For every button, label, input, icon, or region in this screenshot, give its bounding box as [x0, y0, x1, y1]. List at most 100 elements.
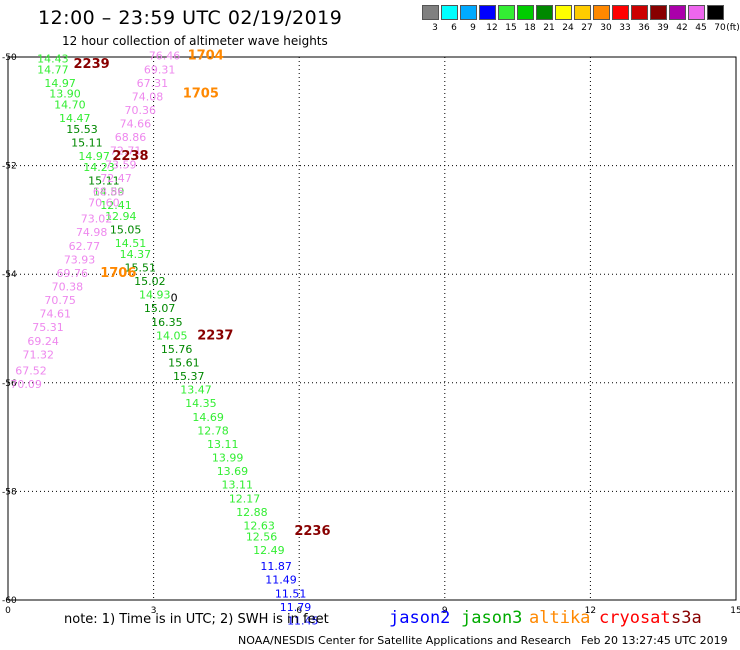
swh-observation: 11.49	[265, 574, 297, 587]
scale-label: 39	[657, 23, 669, 33]
pass-time-label: 2239	[74, 57, 110, 72]
axis-ticks: 0 3 6 9 12 15 -50 -52 -54 -56 -58 -60	[2, 53, 740, 616]
swh-observation: 14.35	[185, 397, 217, 410]
swh-observation: 14.59	[93, 185, 125, 198]
x-tick-label: 9	[442, 606, 448, 616]
swh-observation: 69.76	[57, 267, 89, 280]
swh-observation: 15.02	[134, 275, 166, 288]
swh-observation: 14.05	[156, 329, 188, 342]
x-tick-label: 12	[585, 606, 596, 616]
swh-observation: 70.36	[124, 104, 156, 117]
pass-time-label: 2237	[197, 328, 233, 343]
y-tick-label: -56	[2, 379, 17, 389]
scale-swatch	[536, 5, 553, 20]
swh-observation: 11.87	[260, 560, 292, 573]
mission-jason3: jason3	[461, 608, 523, 628]
swh-observation: 15.37	[173, 370, 205, 383]
swh-observation: 14.93	[139, 289, 171, 302]
scale-label: 42	[676, 23, 688, 33]
swh-observation: 11.45	[287, 614, 319, 627]
swh-observation: 12.88	[236, 506, 268, 519]
swh-observation: 11.79	[280, 601, 312, 614]
scale-label: 30	[600, 23, 612, 33]
swh-observation: 12.94	[105, 210, 137, 223]
scale-swatch	[688, 5, 705, 20]
scale-swatch	[441, 5, 458, 20]
pass-time-labels: 2239 1704 1705 2238 1706 2237 2236	[74, 49, 331, 539]
y-tick-label: -60	[2, 596, 17, 606]
swh-observation: 70.09	[10, 378, 42, 391]
pass-time-label: 1706	[100, 266, 136, 281]
pass-time-label: 2236	[294, 524, 330, 539]
swh-observation: 67.52	[15, 365, 47, 378]
swh-observation: 70.60	[88, 196, 120, 209]
scale-swatch	[498, 5, 515, 20]
swh-observation: 72.47	[100, 172, 132, 185]
swh-observation: 11.51	[275, 587, 307, 600]
scale-label: 12	[486, 23, 498, 33]
swh-observation: 69.31	[144, 63, 176, 76]
scale-swatch	[650, 5, 667, 20]
swh-observation: 15.07	[144, 302, 176, 315]
scale-label: 70	[714, 23, 726, 33]
swh-observation: 67.31	[137, 77, 169, 90]
scale-label: 36	[638, 23, 650, 33]
mission-jason2: jason2	[389, 608, 451, 628]
swh-observation: 73.02	[81, 213, 113, 226]
swh-observation: 74.66	[120, 118, 152, 131]
scale-swatch	[555, 5, 572, 20]
swh-observation: 15.53	[66, 123, 98, 136]
swh-observation: 14.77	[37, 63, 68, 76]
swh-observation: 15.05	[110, 223, 142, 236]
observation-labels: 14.4314.7714.9713.9014.7014.4715.5315.11…	[10, 50, 318, 628]
swh-observation: 14.51	[115, 237, 147, 250]
swh-observation: 14.69	[192, 411, 224, 424]
x-tick-label: 0	[5, 606, 11, 616]
y-tick-label: -52	[2, 162, 17, 172]
grid-lines	[8, 57, 736, 600]
x-tick-label: 3	[151, 606, 157, 616]
scale-label: 21	[543, 23, 555, 33]
scale-swatch	[479, 5, 496, 20]
swh-observation: 14.97	[44, 77, 76, 90]
swh-observation: 13.69	[217, 465, 249, 478]
scale-label: 3	[432, 23, 438, 33]
scale-swatch	[422, 5, 439, 20]
scale-swatch	[593, 5, 610, 20]
scale-swatch	[460, 5, 477, 20]
swh-observation: 74.08	[132, 90, 164, 103]
scale-label: 24	[562, 23, 574, 33]
scale-label: 6	[451, 23, 457, 33]
y-tick-label: -58	[2, 487, 17, 497]
swh-observation: 69.24	[27, 335, 59, 348]
swh-observation: 13.11	[207, 438, 239, 451]
swh-observation: 12.49	[253, 544, 284, 557]
swh-observation: 70.38	[52, 280, 84, 293]
credit-line: NOAA/NESDIS Center for Satellite Applica…	[238, 634, 572, 647]
scale-label: 18	[524, 23, 536, 33]
pass-time-label: 1704	[188, 49, 224, 64]
swh-observation: 14.97	[78, 150, 110, 163]
swh-observation: 13.47	[180, 384, 212, 397]
swh-observation: 13.11	[222, 479, 254, 492]
swh-observation: 0	[171, 291, 178, 304]
swh-observation: 14.23	[83, 161, 115, 174]
y-tick-label: -50	[2, 53, 17, 63]
swh-observation: 14.47	[59, 112, 91, 125]
swh-observation: 12.17	[229, 492, 261, 505]
swh-observation: 70.75	[44, 294, 76, 307]
swh-observation: 62.77	[69, 240, 101, 253]
swh-observation: 13.99	[212, 452, 244, 465]
swh-observation: 68.86	[93, 185, 125, 198]
scale-swatch	[517, 5, 534, 20]
swh-observation: 12.56	[246, 530, 278, 543]
scale-label: 45	[695, 23, 707, 33]
swh-observation: 12.41	[100, 199, 132, 212]
swh-observation: 74.98	[76, 226, 108, 239]
mission-cryosat: cryosat	[599, 608, 671, 628]
scale-label: 9	[470, 23, 476, 33]
x-tick-label: 6	[296, 606, 302, 616]
swh-observation: 15.61	[168, 357, 200, 370]
scale-label: 33	[619, 23, 631, 33]
